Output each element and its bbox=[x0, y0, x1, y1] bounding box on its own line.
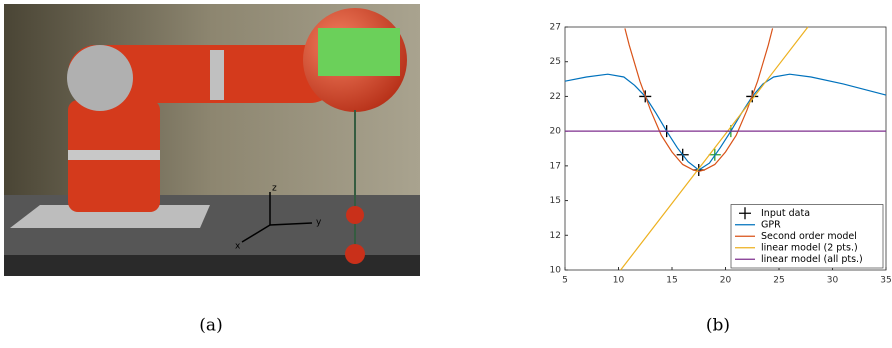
legend-label: Second order model bbox=[761, 231, 857, 242]
axis-label: y bbox=[316, 218, 322, 228]
photo bbox=[4, 4, 420, 276]
x-tick-label: 5 bbox=[562, 276, 568, 286]
x-tick-label: 35 bbox=[880, 276, 891, 286]
legend-label: linear model (2 pts.) bbox=[761, 242, 858, 253]
y-tick-label: 27 bbox=[550, 23, 561, 33]
x-tick-label: 10 bbox=[613, 276, 625, 286]
caption: (b) bbox=[706, 316, 730, 336]
x-tick-label: 30 bbox=[827, 276, 839, 286]
series-line bbox=[625, 28, 773, 171]
y-tick-label: 22 bbox=[550, 92, 561, 102]
legend-label: Input data bbox=[761, 208, 810, 219]
y-tick-label: 20 bbox=[550, 127, 562, 137]
axis-label: x bbox=[235, 242, 241, 252]
series-line bbox=[565, 74, 886, 170]
x-tick-label: 15 bbox=[666, 276, 677, 286]
y-tick-label: 10 bbox=[550, 266, 562, 276]
y-tick-label: 15 bbox=[550, 196, 561, 206]
y-tick-label: 12 bbox=[550, 231, 561, 241]
axis-label: z bbox=[272, 184, 277, 194]
x-tick-label: 20 bbox=[720, 276, 732, 286]
figure: z y x (a) (b) 51015202530351012151720222… bbox=[0, 0, 892, 344]
legend-label: GPR bbox=[761, 219, 781, 230]
y-tick-label: 25 bbox=[550, 57, 561, 67]
legend-label: linear model (all pts.) bbox=[761, 254, 863, 265]
x-tick-label: 25 bbox=[773, 276, 784, 286]
y-tick-label: 17 bbox=[550, 161, 561, 171]
caption: (a) bbox=[199, 316, 222, 336]
